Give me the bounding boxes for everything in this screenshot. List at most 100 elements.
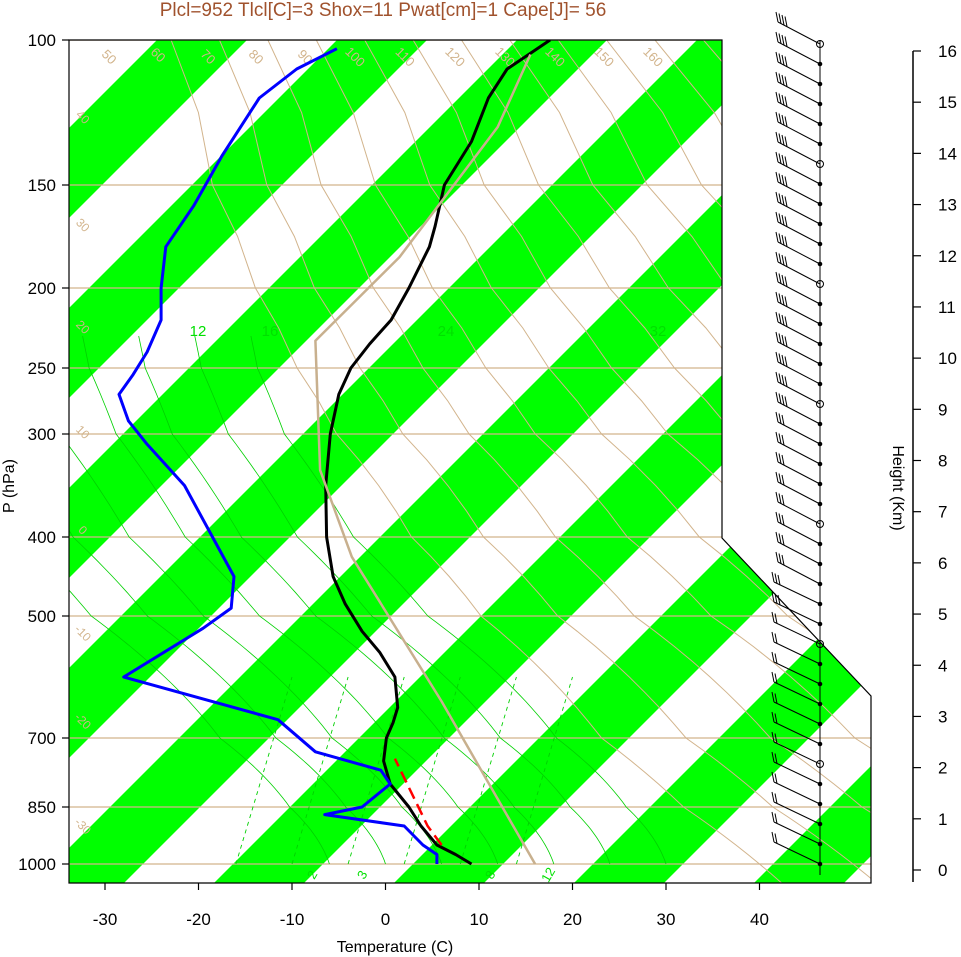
wind-barb — [775, 211, 823, 247]
wind-barb-staff — [777, 561, 821, 585]
wind-barb — [775, 451, 823, 487]
dry-adiabat-label: 80 — [246, 46, 267, 67]
wind-barb-staff — [773, 601, 821, 625]
dry-adiabat-line — [461, 40, 871, 883]
wind-station-dot — [817, 101, 823, 107]
wind-barb-staff — [773, 641, 821, 665]
wind-barb-feather — [771, 771, 775, 783]
mixing-ratio-line — [403, 676, 461, 865]
wind-barb-feather — [778, 533, 782, 544]
wind-barb-feather — [778, 473, 782, 484]
wind-barb-feather — [774, 573, 778, 584]
dry-adiabat-label: 160 — [640, 44, 666, 70]
wind-barb — [775, 291, 823, 327]
wind-station-dot — [817, 601, 823, 607]
wind-station-dot — [816, 40, 824, 48]
wind-barb — [775, 131, 824, 168]
wind-barb-feather — [781, 34, 785, 46]
wind-barb-feather — [774, 833, 778, 844]
wind-barb-feather — [771, 691, 775, 703]
wind-barb-feather — [778, 33, 782, 44]
wind-barb-feather — [784, 196, 788, 207]
x-tick-label: 40 — [750, 910, 769, 929]
wind-barb-feather — [784, 296, 788, 307]
wind-barb-feather — [774, 733, 778, 744]
wind-station-dot — [817, 821, 823, 827]
x-tick-label: 10 — [470, 910, 489, 929]
wind-barb — [775, 331, 823, 367]
height-tick-label: 15 — [938, 93, 957, 112]
wind-barb — [775, 431, 823, 467]
wind-barb-staff — [777, 501, 821, 525]
wind-barb-feather — [778, 393, 782, 404]
wind-barb — [771, 771, 823, 807]
wind-barb-feather — [775, 211, 779, 223]
wind-barb — [775, 91, 823, 127]
wind-barb-staff — [777, 261, 821, 285]
plot-frame — [68, 39, 872, 884]
wind-barb — [771, 591, 823, 627]
moist-adiabat-line — [194, 335, 611, 865]
series-temperature-line — [324, 40, 551, 866]
wind-station-dot — [817, 801, 823, 807]
wind-barb-feather — [775, 11, 779, 23]
right-band-label: 20 — [791, 591, 818, 618]
wind-barb-feather — [781, 434, 785, 446]
wind-barb-feather — [781, 394, 785, 406]
wind-station-dot — [817, 421, 823, 427]
wind-barb-feather — [784, 36, 788, 47]
wind-barb-feather — [771, 751, 775, 763]
wind-barb — [775, 411, 823, 447]
wind-barb — [775, 171, 823, 207]
wind-barb — [775, 31, 823, 67]
wind-barb-feather — [775, 51, 779, 63]
wind-barb-feather — [775, 131, 779, 143]
mixing-ratio-label: 12 — [538, 865, 558, 885]
x-tick-label: -20 — [186, 910, 211, 929]
wind-barb-feather — [771, 711, 775, 723]
wind-barb — [771, 651, 823, 687]
sounding-series — [117, 40, 551, 866]
y-tick-label: 500 — [28, 607, 56, 626]
wind-barb-feather — [781, 534, 785, 546]
wind-station-dot — [817, 481, 823, 487]
wind-barb — [771, 811, 823, 847]
y-tick-label: 200 — [28, 279, 56, 298]
wind-barb-feather — [784, 96, 788, 107]
wind-barb-feather — [775, 251, 779, 263]
height-tick-label: 14 — [938, 144, 957, 163]
wind-barb-feather — [774, 753, 778, 764]
wind-station-dot — [817, 261, 823, 267]
wind-barb-staff — [777, 321, 821, 345]
x-tick-label: 0 — [381, 910, 390, 929]
wind-barb-feather — [778, 373, 782, 384]
wind-barb-feather — [778, 233, 782, 244]
wind-barb — [775, 471, 823, 507]
wind-barb-feather — [781, 334, 785, 346]
y-tick-label: 1000 — [18, 855, 56, 874]
wind-barb — [775, 71, 823, 107]
mixing-ratio-line — [347, 676, 405, 865]
y-tick-label: 850 — [28, 798, 56, 817]
wind-station-dot — [817, 141, 823, 147]
wind-barb-feather — [775, 311, 779, 323]
wind-barbs — [771, 11, 824, 875]
wind-station-dot — [816, 760, 824, 768]
wind-barb-staff — [777, 541, 821, 565]
wind-barb-staff — [777, 301, 821, 325]
wind-barb-staff — [777, 521, 821, 545]
wind-barb-feather — [784, 276, 788, 287]
y-tick-label: 400 — [28, 528, 56, 547]
wind-barb — [775, 511, 823, 547]
wind-station-dot — [817, 461, 823, 467]
wind-barb — [775, 551, 823, 587]
wind-barb — [771, 631, 823, 667]
wind-barb — [775, 11, 824, 48]
wind-station-dot — [817, 361, 823, 367]
wind-barb — [771, 691, 823, 727]
height-tick-label: 16 — [938, 42, 957, 61]
series-parcel-line — [314, 53, 537, 865]
wind-barb-feather — [778, 53, 782, 64]
